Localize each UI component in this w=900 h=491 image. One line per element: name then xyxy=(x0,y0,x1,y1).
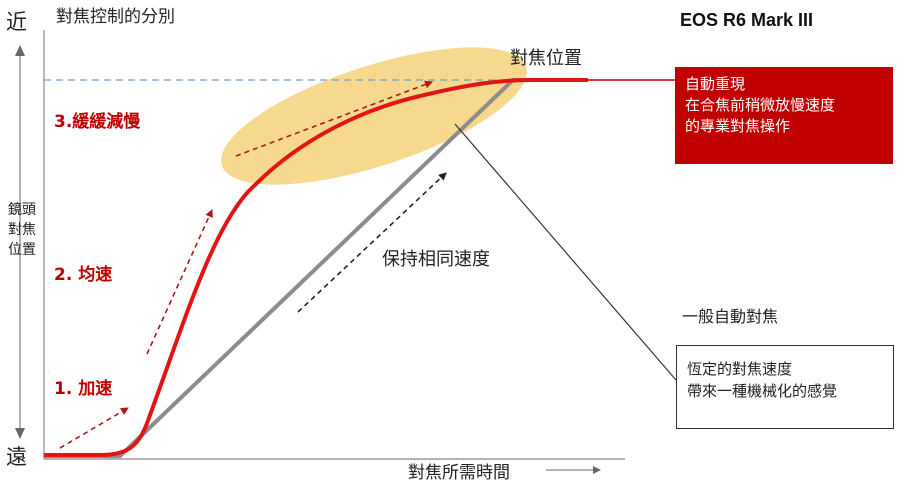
stage-acceleration-label: 1. 加速 xyxy=(54,379,113,399)
far-label: 遠 xyxy=(6,445,27,469)
constant-speed-label: 保持相同速度 xyxy=(382,249,490,270)
camera-feature-line: 在合焦前稍微放慢速度 xyxy=(685,96,836,114)
conventional-af-box: 恆定的對焦速度 帶來一種機械化的感覺 xyxy=(676,345,894,429)
eos-s-curve xyxy=(44,78,588,457)
y-axis-label: 鏡頭對焦位置 xyxy=(8,202,36,258)
acceleration-arrow xyxy=(59,407,129,449)
camera-feature-line: 自動重現 xyxy=(685,75,746,93)
x-axis-label: 對焦所需時間 xyxy=(408,463,510,483)
deceleration-arrow xyxy=(235,80,433,157)
y-arrow-head-down xyxy=(15,428,25,439)
camera-model-title: EOS R6 Mark III xyxy=(680,10,814,30)
stage-deceleration-label: 3.緩緩減慢 xyxy=(54,112,141,132)
conventional-af-label: 一般自動對焦 xyxy=(682,307,779,326)
camera-feature-box: 自動重現 在合焦前稍微放慢速度 的專業對焦操作 xyxy=(675,67,893,164)
conventional-af-line: 帶來一種機械化的感覺 xyxy=(687,382,838,400)
callout-line-black xyxy=(454,123,677,381)
focus-target-label: 對焦位置 xyxy=(510,48,582,69)
camera-feature-line: 的專業對焦操作 xyxy=(685,117,791,135)
linear-speed-arrow xyxy=(297,172,447,313)
stage-constant-label: 2. 均速 xyxy=(54,265,113,285)
chart-title: 對焦控制的分別 xyxy=(56,7,175,27)
near-label: 近 xyxy=(6,10,27,34)
y-arrow-head-up xyxy=(15,45,25,56)
conventional-af-line: 恆定的對焦速度 xyxy=(687,360,793,378)
